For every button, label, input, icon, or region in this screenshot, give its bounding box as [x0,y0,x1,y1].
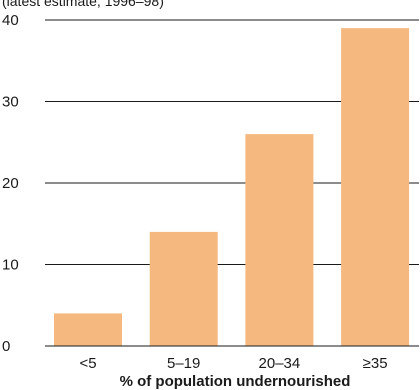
x-axis-label: % of population undernourished [120,373,351,390]
bar-4 [341,28,410,347]
y-tick-label-30: 30 [2,94,19,111]
x-tick-label-3: 20–34 [259,355,301,372]
x-tick-label-1: <5 [79,355,96,372]
bars [45,28,419,347]
x-tick-label-2: 5–19 [167,355,200,372]
y-tick-label-40: 40 [2,12,19,29]
y-tick-label-20: 20 [2,175,19,192]
bar-1 [54,313,122,346]
y-axis-tick-labels: 0 10 20 30 40 [2,12,19,355]
y-tick-label-10: 10 [2,257,19,274]
bar-3 [245,134,314,346]
bar-2 [149,231,218,346]
x-tick-label-4: ≥35 [363,355,388,372]
x-axis-tick-labels: <5 5–19 20–34 ≥35 [79,355,387,372]
y-tick-label-0: 0 [2,338,10,355]
chart-subtitle: (latest estimate, 1996–98) [2,0,164,9]
